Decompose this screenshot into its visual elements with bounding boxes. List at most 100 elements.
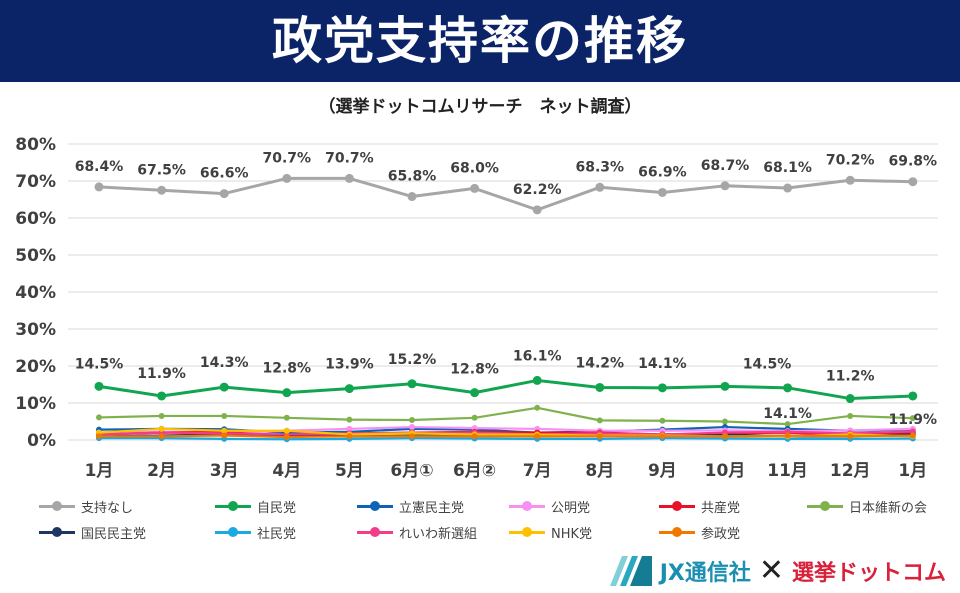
data-point [847, 433, 854, 440]
data-point [96, 433, 102, 440]
y-tick-label: 20% [15, 357, 56, 377]
data-label: 14.1% [638, 356, 687, 372]
data-point [847, 412, 854, 419]
data-point [94, 381, 104, 391]
legend-swatch [37, 496, 77, 516]
data-point [845, 175, 855, 185]
data-label: 68.1% [763, 160, 812, 176]
x-tick-label: 6月① [390, 461, 433, 481]
data-point [158, 425, 165, 432]
legend-item: 社民党 [213, 522, 296, 542]
data-point [346, 425, 353, 432]
data-label: 68.7% [701, 158, 750, 174]
y-tick-label: 60% [15, 209, 56, 229]
legend-swatch [355, 496, 395, 516]
data-point [657, 383, 667, 393]
legend-label: 参政党 [701, 526, 741, 542]
legend-label: 共産党 [701, 500, 741, 516]
data-point [157, 391, 167, 401]
data-point [158, 412, 165, 419]
legend-label: 立憲民主党 [399, 500, 465, 516]
data-point [657, 187, 667, 197]
data-point [221, 412, 228, 419]
data-point [157, 185, 167, 195]
data-point [532, 375, 542, 385]
legend-item: 共産党 [657, 496, 740, 516]
x-tick-label: 1月 [898, 461, 927, 481]
data-point [909, 432, 916, 439]
legend-label: 支持なし [81, 500, 134, 516]
data-point [283, 434, 290, 441]
data-point [596, 417, 603, 424]
x-tick-label: 4月 [272, 461, 301, 481]
data-point [532, 205, 542, 215]
data-point [344, 173, 354, 183]
data-point [471, 433, 478, 440]
y-tick-label: 80% [15, 135, 56, 155]
x-tick-label: 1月 [85, 461, 114, 481]
x-tick-label: 9月 [648, 461, 677, 481]
data-point [659, 433, 666, 440]
data-label: 69.8% [889, 154, 938, 170]
legend-swatch [507, 496, 547, 516]
data-point [908, 391, 918, 401]
collaboration-x-icon: ✕ [758, 553, 784, 588]
data-label: 70.7% [263, 150, 312, 166]
data-point [219, 189, 229, 199]
x-tick-label: 5月 [335, 461, 364, 481]
data-label: 16.1% [513, 348, 562, 364]
data-point [783, 383, 793, 393]
data-point [407, 192, 417, 202]
legend-label: 公明党 [551, 500, 591, 516]
data-point [346, 433, 353, 440]
legend-label: れいわ新選組 [399, 526, 478, 542]
data-label: 67.5% [137, 162, 186, 178]
data-label: 14.1% [763, 406, 812, 422]
legend-swatch [507, 522, 547, 542]
data-point [282, 388, 292, 398]
data-point [96, 414, 102, 421]
data-point [409, 433, 415, 440]
data-label: 11.2% [826, 369, 875, 385]
x-tick-label: 8月 [585, 461, 614, 481]
legend-item: 参政党 [657, 522, 740, 542]
y-tick-label: 0% [27, 431, 56, 451]
y-tick-label: 50% [15, 246, 56, 266]
data-point [720, 181, 730, 191]
y-tick-label: 10% [15, 394, 56, 414]
data-point [908, 177, 918, 187]
data-point [221, 432, 228, 439]
series-line [98, 176, 913, 212]
y-tick-label: 30% [15, 320, 56, 340]
x-tick-label: 12月 [830, 461, 871, 481]
series-line [99, 437, 913, 441]
title-banner: 政党支持率の推移 [0, 0, 960, 82]
data-label: 70.2% [826, 152, 875, 168]
data-label: 12.8% [263, 361, 312, 377]
legend-swatch [805, 496, 845, 516]
x-tick-label: 10月 [705, 461, 746, 481]
data-point [409, 424, 415, 431]
legend-item: 公明党 [507, 496, 590, 516]
series-line [99, 434, 913, 439]
series-line [98, 378, 913, 401]
data-label: 66.6% [200, 166, 249, 182]
legend-swatch [213, 522, 253, 542]
data-point [409, 417, 415, 424]
data-label: 11.9% [137, 366, 186, 382]
data-point [282, 173, 292, 183]
data-label: 66.9% [638, 164, 687, 180]
data-point [595, 382, 605, 392]
data-point [722, 433, 728, 440]
data-point [595, 182, 605, 192]
data-label: 14.3% [200, 355, 249, 371]
data-point [158, 433, 165, 440]
data-label: 68.4% [75, 159, 124, 175]
y-tick-label: 70% [15, 172, 56, 192]
legend-label: 日本維新の会 [849, 500, 928, 516]
series-line [98, 406, 913, 426]
legend-swatch [213, 496, 253, 516]
data-label: 14.2% [576, 355, 625, 371]
data-point [283, 427, 290, 434]
x-tick-label: 6月② [453, 461, 496, 481]
